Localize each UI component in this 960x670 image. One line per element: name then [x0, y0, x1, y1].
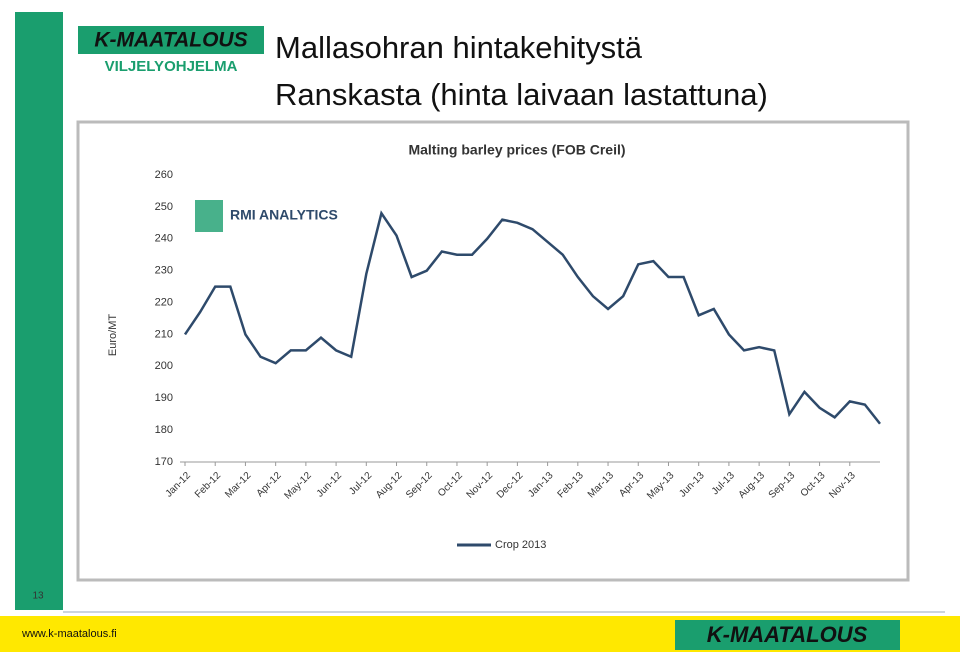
- url: www.k-maatalous.fi: [21, 628, 117, 640]
- y-tick-label: 210: [155, 328, 173, 340]
- logo-box: [78, 26, 264, 54]
- legend-label: Crop 2013: [495, 539, 546, 551]
- logo-sub: VILJELYOHJELMA: [105, 58, 238, 75]
- logo: K-MAATALOUS: [707, 622, 868, 647]
- watermark-icon: [195, 200, 223, 232]
- chart-title: Malting barley prices (FOB Creil): [408, 142, 625, 158]
- y-tick-label: 170: [155, 456, 173, 468]
- y-tick-label: 230: [155, 265, 173, 277]
- y-label: Euro/MT: [107, 314, 119, 356]
- y-tick-label: 250: [155, 201, 173, 213]
- y-tick-label: 190: [155, 392, 173, 404]
- y-tick-label: 260: [155, 169, 173, 181]
- watermark: RMI ANALYTICS: [230, 207, 338, 223]
- y-tick-label: 180: [155, 424, 173, 436]
- logo: K-MAATALOUS: [94, 29, 247, 52]
- slide-title: Ranskasta (hinta laivaan lastattuna): [275, 77, 768, 112]
- y-tick-label: 200: [155, 360, 173, 372]
- logo-box: [675, 620, 900, 650]
- side-bar: [15, 12, 63, 610]
- y-tick-label: 240: [155, 233, 173, 245]
- chart-frame: [76, 120, 910, 582]
- slide-title: Mallasohran hintakehitystä: [275, 30, 643, 65]
- line: [183, 210, 881, 425]
- page-number: 13: [32, 591, 44, 602]
- y-tick-label: 220: [155, 296, 173, 308]
